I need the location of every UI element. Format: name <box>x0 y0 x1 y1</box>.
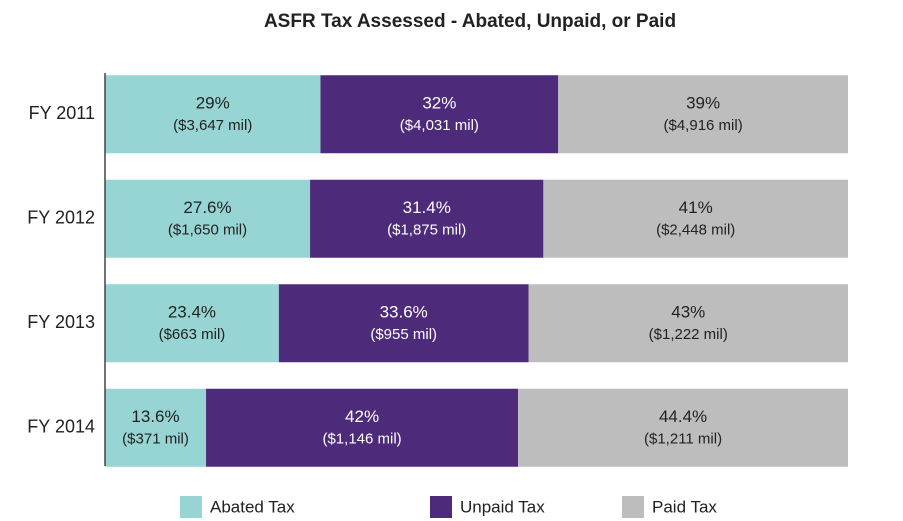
value-label: 23.4% <box>168 303 216 322</box>
bar-segment <box>278 284 529 363</box>
value-label: 41% <box>679 198 713 217</box>
value-label: 29% <box>196 94 230 113</box>
amount-label: ($1,650 mil) <box>168 222 247 239</box>
bar-segment <box>518 388 848 467</box>
amount-label: ($371 mil) <box>122 431 189 448</box>
y-tick-label: FY 2012 <box>27 208 95 228</box>
amount-label: ($955 mil) <box>370 326 437 343</box>
bar-segment <box>528 284 848 363</box>
bar-segment <box>206 388 519 467</box>
legend-swatch <box>430 496 452 518</box>
bar-segment <box>543 179 848 258</box>
amount-label: ($1,146 mil) <box>322 431 401 448</box>
amount-label: ($1,875 mil) <box>387 222 466 239</box>
legend-label: Abated Tax <box>210 497 295 516</box>
bar-segment <box>558 75 848 154</box>
value-label: 31.4% <box>403 198 451 217</box>
bar-segment <box>105 75 321 154</box>
amount-label: ($4,031 mil) <box>400 117 479 134</box>
value-label: 32% <box>422 94 456 113</box>
amount-label: ($4,916 mil) <box>664 117 743 134</box>
amount-label: ($2,448 mil) <box>656 222 735 239</box>
legend-swatch <box>622 496 644 518</box>
bar-segment <box>105 388 207 467</box>
legend-swatch <box>180 496 202 518</box>
value-label: 13.6% <box>131 407 179 426</box>
bar-segment <box>320 75 559 154</box>
value-label: 39% <box>686 94 720 113</box>
amount-label: ($663 mil) <box>159 326 226 343</box>
value-label: 44.4% <box>659 407 707 426</box>
bar-segment <box>105 284 279 363</box>
value-label: 42% <box>345 407 379 426</box>
bar-segment <box>105 179 311 258</box>
value-label: 43% <box>671 303 705 322</box>
bar-segment <box>310 179 544 258</box>
value-label: 33.6% <box>380 303 428 322</box>
amount-label: ($1,211 mil) <box>644 431 722 448</box>
y-tick-label: FY 2011 <box>29 103 95 123</box>
legend-label: Paid Tax <box>652 497 717 516</box>
y-tick-label: FY 2013 <box>27 312 95 332</box>
y-tick-label: FY 2014 <box>27 417 95 437</box>
legend-label: Unpaid Tax <box>460 497 545 516</box>
chart-title: ASFR Tax Assessed - Abated, Unpaid, or P… <box>264 11 676 32</box>
value-label: 27.6% <box>183 198 231 217</box>
amount-label: ($1,222 mil) <box>649 326 728 343</box>
amount-label: ($3,647 mil) <box>173 117 252 134</box>
